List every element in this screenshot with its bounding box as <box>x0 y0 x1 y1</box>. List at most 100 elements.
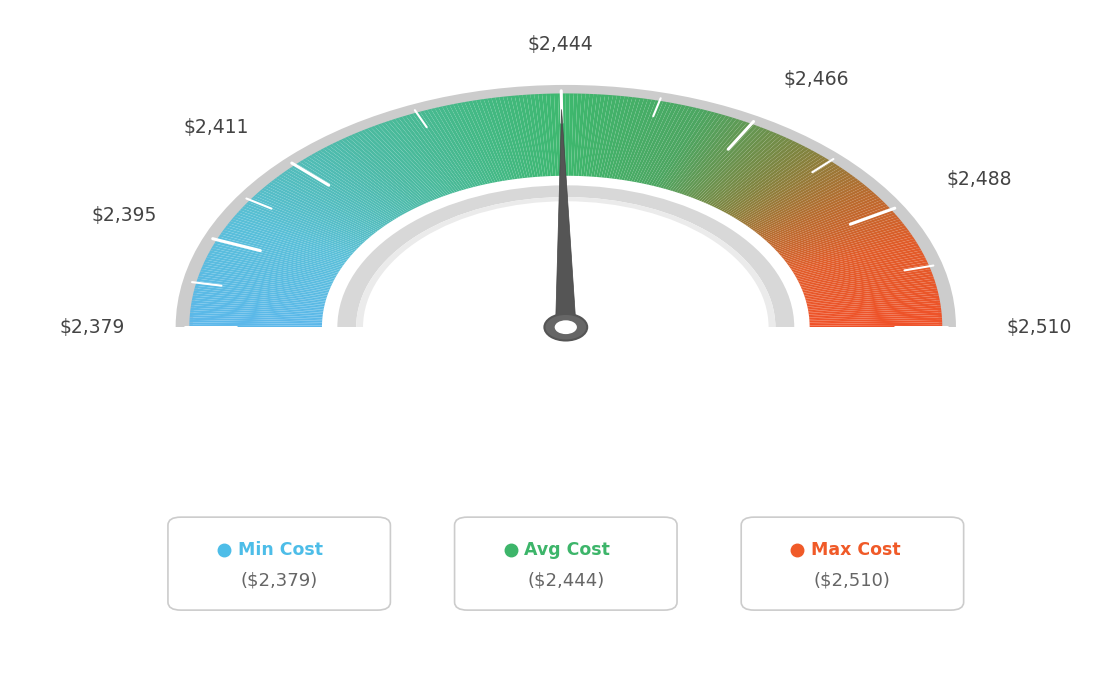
Text: ($2,444): ($2,444) <box>528 571 604 589</box>
Wedge shape <box>596 95 617 177</box>
Wedge shape <box>305 157 399 218</box>
Wedge shape <box>766 194 878 242</box>
Wedge shape <box>291 166 390 224</box>
Wedge shape <box>794 244 919 275</box>
Wedge shape <box>192 298 323 310</box>
Wedge shape <box>808 305 941 315</box>
Wedge shape <box>473 100 508 181</box>
Wedge shape <box>688 125 757 197</box>
Wedge shape <box>757 182 863 235</box>
Wedge shape <box>195 284 327 300</box>
Wedge shape <box>222 230 344 266</box>
Wedge shape <box>604 97 628 178</box>
Wedge shape <box>208 253 335 280</box>
Wedge shape <box>586 95 602 177</box>
Wedge shape <box>190 325 322 327</box>
Wedge shape <box>248 200 361 246</box>
Wedge shape <box>602 96 625 177</box>
Wedge shape <box>779 215 898 255</box>
Wedge shape <box>675 118 736 193</box>
Wedge shape <box>190 308 322 316</box>
Wedge shape <box>707 137 787 205</box>
Wedge shape <box>344 137 425 205</box>
Wedge shape <box>522 95 540 177</box>
Wedge shape <box>803 271 932 293</box>
Wedge shape <box>554 93 561 176</box>
Wedge shape <box>788 232 911 267</box>
Wedge shape <box>286 169 386 226</box>
Wedge shape <box>619 99 651 180</box>
Wedge shape <box>190 322 322 326</box>
Wedge shape <box>252 196 364 244</box>
Wedge shape <box>311 153 403 216</box>
Wedge shape <box>782 219 901 259</box>
Wedge shape <box>519 95 538 177</box>
Wedge shape <box>209 250 336 279</box>
Polygon shape <box>555 110 576 327</box>
Wedge shape <box>268 182 374 235</box>
Wedge shape <box>648 107 697 186</box>
Wedge shape <box>720 146 806 210</box>
Wedge shape <box>634 103 675 182</box>
Wedge shape <box>388 120 453 194</box>
Wedge shape <box>399 117 459 192</box>
Wedge shape <box>507 96 530 177</box>
Wedge shape <box>798 255 925 282</box>
Wedge shape <box>278 175 381 230</box>
Wedge shape <box>778 213 895 254</box>
Wedge shape <box>237 210 354 253</box>
Wedge shape <box>438 106 486 185</box>
Wedge shape <box>802 267 931 290</box>
Wedge shape <box>805 281 935 299</box>
Wedge shape <box>530 95 545 177</box>
Wedge shape <box>721 147 809 212</box>
Wedge shape <box>424 110 476 187</box>
Wedge shape <box>723 148 811 213</box>
Wedge shape <box>776 208 892 251</box>
Text: Avg Cost: Avg Cost <box>524 541 611 559</box>
Wedge shape <box>650 108 701 186</box>
Wedge shape <box>259 190 369 239</box>
Wedge shape <box>226 224 348 262</box>
Wedge shape <box>808 300 941 311</box>
Wedge shape <box>777 210 894 253</box>
Wedge shape <box>703 134 781 203</box>
Wedge shape <box>800 262 928 286</box>
Wedge shape <box>677 119 740 193</box>
Wedge shape <box>284 170 384 227</box>
Wedge shape <box>320 148 408 213</box>
Wedge shape <box>242 206 358 250</box>
Wedge shape <box>733 157 827 218</box>
Wedge shape <box>705 135 784 204</box>
Wedge shape <box>317 150 406 214</box>
Wedge shape <box>262 188 370 238</box>
Wedge shape <box>713 141 797 208</box>
Wedge shape <box>809 322 942 326</box>
Wedge shape <box>256 192 367 241</box>
Wedge shape <box>809 320 942 324</box>
Wedge shape <box>314 152 404 215</box>
Wedge shape <box>744 167 843 225</box>
Text: $2,411: $2,411 <box>183 118 248 137</box>
Wedge shape <box>219 235 342 268</box>
Text: ($2,379): ($2,379) <box>241 571 318 589</box>
Wedge shape <box>809 315 942 321</box>
Wedge shape <box>413 112 469 189</box>
Wedge shape <box>783 221 903 260</box>
Wedge shape <box>176 85 956 327</box>
Wedge shape <box>374 125 444 197</box>
Wedge shape <box>808 298 940 310</box>
Wedge shape <box>715 142 799 208</box>
Wedge shape <box>768 198 881 245</box>
Wedge shape <box>384 121 450 195</box>
Wedge shape <box>681 121 747 195</box>
Wedge shape <box>787 230 910 266</box>
Wedge shape <box>371 126 442 197</box>
Wedge shape <box>800 264 930 288</box>
Wedge shape <box>192 295 325 308</box>
Wedge shape <box>806 286 937 302</box>
Wedge shape <box>212 246 337 276</box>
Wedge shape <box>276 177 380 230</box>
Wedge shape <box>202 264 331 288</box>
Wedge shape <box>232 217 351 257</box>
